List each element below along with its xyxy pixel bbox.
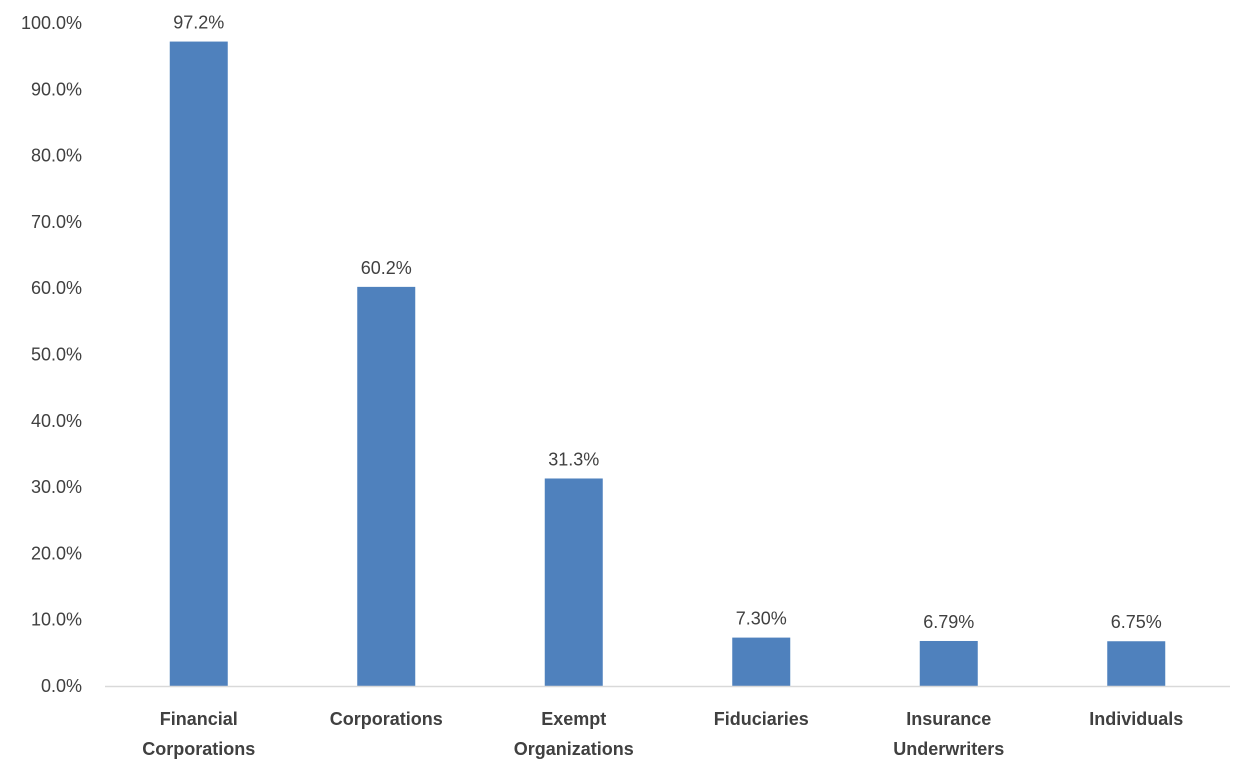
data-label: 31.3% — [548, 449, 599, 469]
y-tick-label: 20.0% — [31, 543, 82, 563]
bar — [732, 637, 791, 686]
y-axis-ticks: 0.0% 10.0% 20.0% 30.0% 40.0% 50.0% 60.0% 70.0% 8… — [21, 13, 82, 696]
category-label: Corporations — [142, 739, 255, 759]
category-label: Individuals — [1089, 709, 1183, 729]
y-tick-label: 70.0% — [31, 212, 82, 232]
category-labels: Financial Corporations Corporations Exempt O… — [142, 709, 1183, 759]
y-tick-label: 80.0% — [31, 146, 82, 166]
bars — [169, 41, 1166, 686]
data-labels: 97.2% 60.2% 31.3% 7.30% 6.79% 6.75% — [173, 13, 1162, 633]
y-tick-label: 30.0% — [31, 477, 82, 497]
category-label: Underwriters — [893, 739, 1004, 759]
y-tick-label: 100.0% — [21, 13, 82, 33]
bar — [544, 478, 603, 686]
y-tick-label: 40.0% — [31, 411, 82, 431]
y-tick-label: 50.0% — [31, 345, 82, 365]
category-label: Financial — [160, 709, 238, 729]
data-label: 6.75% — [1111, 612, 1162, 632]
bar — [357, 286, 416, 686]
data-label: 7.30% — [736, 609, 787, 629]
category-label: Organizations — [514, 739, 634, 759]
category-label: Fiduciaries — [714, 709, 809, 729]
y-tick-label: 90.0% — [31, 79, 82, 99]
data-label: 97.2% — [173, 13, 224, 33]
bar — [169, 41, 228, 686]
category-label: Corporations — [330, 709, 443, 729]
data-label: 6.79% — [923, 612, 974, 632]
y-tick-label: 0.0% — [41, 676, 82, 696]
bar — [919, 640, 978, 686]
y-tick-label: 10.0% — [31, 610, 82, 630]
category-label: Insurance — [906, 709, 991, 729]
bar — [1107, 641, 1166, 686]
category-label: Exempt — [541, 709, 606, 729]
data-label: 60.2% — [361, 258, 412, 278]
y-tick-label: 60.0% — [31, 278, 82, 298]
